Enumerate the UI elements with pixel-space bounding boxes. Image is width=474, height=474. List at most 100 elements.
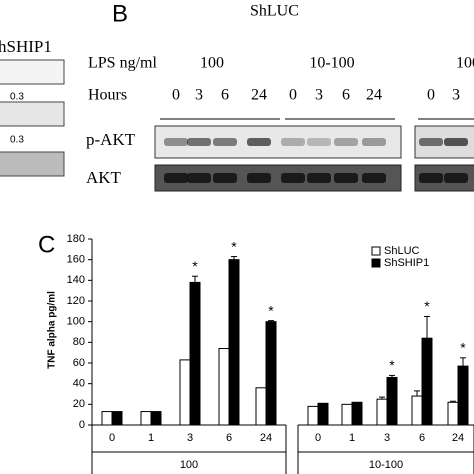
ratio: 0.3 [10,135,24,146]
band [334,138,358,146]
hour-label: 6 [342,87,350,104]
band [164,138,188,146]
hours-label: Hours [88,87,127,104]
panel-label: C [38,231,55,258]
hour-label: 0 [289,87,297,104]
band [419,138,443,146]
bar [457,365,469,426]
significance: * [231,238,237,254]
bar [101,411,113,426]
band [444,138,468,146]
bar [317,402,329,426]
y-tick-label: 100 [67,316,85,328]
panel-title: ShLUC [250,3,299,20]
x-tick-label: 1 [349,432,355,444]
row-label: AKT [86,168,122,187]
bar [150,411,162,426]
x-tick-label: 24 [452,432,464,444]
lps-group: 100 [200,55,224,72]
bar [376,398,388,426]
bar [341,403,353,426]
significance: * [192,258,198,274]
y-axis-label: TNF alpha pg/ml [47,291,58,369]
band [444,173,468,183]
band [247,138,271,146]
band [187,138,211,146]
hour-label: 3 [452,87,460,104]
bar [421,337,433,426]
band [334,173,358,183]
x-tick-label: 3 [187,432,193,444]
ratio: 0.3 [10,92,24,103]
hour-label: 0 [172,87,180,104]
y-tick-label: 80 [73,336,85,348]
y-tick-label: 20 [73,398,85,410]
x-tick-label: 24 [260,432,272,444]
band [419,173,443,183]
hour-label: 24 [366,87,382,104]
band [362,138,386,146]
band [281,173,305,183]
y-tick-label: 60 [73,357,85,369]
x-tick-label: 3 [384,432,390,444]
blot [0,151,65,177]
hour-label: 6 [221,87,229,104]
bar [179,359,191,426]
bar [351,401,363,426]
band [362,173,386,183]
lps-group: 100 [456,55,474,72]
x-tick-label: 6 [226,432,232,444]
band [187,173,211,183]
lps-group: 10-100 [309,55,354,72]
group-label: 100 [180,459,198,471]
blot [0,59,65,85]
lps-label: LPS ng/ml [88,55,157,72]
y-tick-label: 140 [67,274,85,286]
bar [189,281,201,426]
band [213,173,237,183]
y-tick-label: 160 [67,254,85,266]
bar [265,321,277,426]
group-label: 10-100 [369,459,403,471]
bar [447,401,459,426]
bar [411,395,423,426]
bar [140,411,152,426]
y-tick-label: 120 [67,295,85,307]
x-tick-label: 0 [315,432,321,444]
blot [0,101,65,127]
band [307,138,331,146]
bar [307,405,319,426]
bar [228,259,240,426]
bar [218,348,230,426]
legend-label: ShSHIP1 [384,257,429,269]
x-tick-label: 0 [109,432,115,444]
band [164,173,188,183]
panel-a-header: hSHIP1 [0,37,52,56]
y-tick-label: 0 [79,419,85,431]
legend-swatch [371,258,381,268]
x-tick-label: 6 [419,432,425,444]
hour-label: 3 [195,87,203,104]
x-tick-label: 1 [148,432,154,444]
significance: * [268,302,274,318]
significance: * [460,340,466,356]
band [307,173,331,183]
band [247,173,271,183]
hour-label: 3 [315,87,323,104]
hour-label: 0 [427,87,435,104]
band [213,138,237,146]
panel-label: B [112,0,128,27]
row-label: p-AKT [86,130,136,149]
band [281,138,305,146]
legend-label: ShLUC [384,245,420,257]
legend-swatch [371,246,381,256]
y-tick-label: 40 [73,378,85,390]
bar [386,376,398,426]
bar [255,387,267,426]
significance: * [424,298,430,314]
bar [111,411,123,426]
hour-label: 24 [251,87,267,104]
y-tick-label: 180 [67,233,85,245]
significance: * [389,357,395,373]
